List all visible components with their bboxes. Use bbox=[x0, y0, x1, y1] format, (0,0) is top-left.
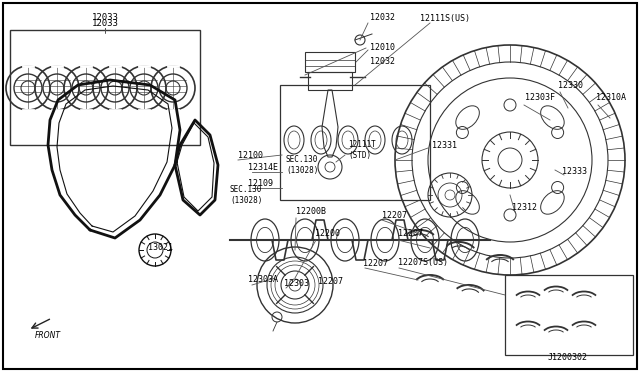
Text: 12330: 12330 bbox=[558, 81, 583, 90]
Text: J1200302: J1200302 bbox=[548, 353, 588, 362]
Bar bbox=[308, 72, 352, 90]
Text: 12303A: 12303A bbox=[248, 276, 278, 285]
Text: 12111S(US): 12111S(US) bbox=[420, 13, 470, 22]
Text: 12312: 12312 bbox=[512, 203, 537, 212]
Text: SEC.130
(13028): SEC.130 (13028) bbox=[230, 185, 262, 205]
Bar bbox=[280, 85, 430, 200]
Text: 12200: 12200 bbox=[315, 230, 340, 238]
Bar bbox=[505, 275, 633, 355]
Text: FRONT: FRONT bbox=[35, 330, 61, 340]
Text: 12303F: 12303F bbox=[525, 93, 555, 103]
Text: 12111T
(STD): 12111T (STD) bbox=[348, 140, 376, 160]
Text: 12310A: 12310A bbox=[596, 93, 626, 103]
Text: 12100: 12100 bbox=[238, 151, 263, 160]
Text: 12207: 12207 bbox=[318, 278, 343, 286]
Text: 12207S(US): 12207S(US) bbox=[398, 257, 448, 266]
Text: 12207: 12207 bbox=[363, 260, 388, 269]
Text: 12207: 12207 bbox=[398, 230, 423, 238]
Text: 12200B: 12200B bbox=[296, 208, 326, 217]
Bar bbox=[10, 30, 200, 145]
Text: 12303: 12303 bbox=[284, 279, 309, 289]
Text: SEC.130
(13028): SEC.130 (13028) bbox=[286, 155, 318, 175]
Text: 12207: 12207 bbox=[382, 211, 407, 219]
Text: 12033: 12033 bbox=[92, 13, 118, 22]
Text: 12010: 12010 bbox=[370, 44, 395, 52]
Text: 13021: 13021 bbox=[148, 244, 173, 253]
Text: 12032: 12032 bbox=[370, 13, 395, 22]
Text: 12331: 12331 bbox=[432, 141, 457, 150]
Bar bbox=[305, 52, 355, 72]
Text: 12032: 12032 bbox=[370, 58, 395, 67]
Text: 12109: 12109 bbox=[248, 180, 273, 189]
Text: 12033: 12033 bbox=[92, 19, 118, 29]
Text: 12333: 12333 bbox=[562, 167, 587, 176]
Text: 12314E: 12314E bbox=[248, 164, 278, 173]
